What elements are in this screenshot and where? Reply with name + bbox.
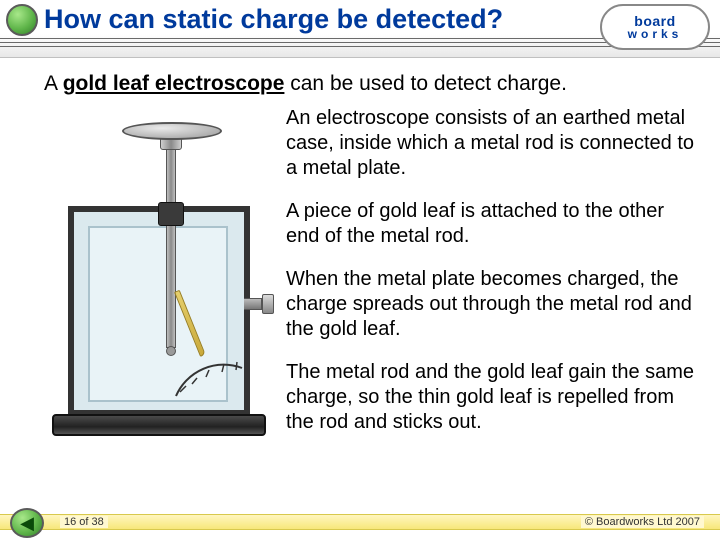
slide-content: A gold leaf electroscope can be used to …: [0, 58, 720, 453]
page-number: 16 of 38: [60, 516, 108, 528]
electroscope-diagram: [44, 106, 274, 436]
electroscope-base: [52, 414, 266, 436]
metal-rod: [166, 148, 176, 348]
paragraph-1: An electroscope consists of an earthed m…: [286, 106, 696, 181]
boardworks-logo: board works: [600, 4, 710, 50]
slide-title: How can static charge be detected?: [44, 4, 503, 35]
intro-keyword: gold leaf electroscope: [63, 72, 285, 95]
body-row: An electroscope consists of an earthed m…: [44, 106, 696, 453]
rod-tip: [166, 346, 176, 356]
rod-insulator: [158, 202, 184, 226]
back-button[interactable]: ◀: [10, 508, 44, 538]
paragraph-2: A piece of gold leaf is attached to the …: [286, 199, 696, 249]
header-orb-icon: [6, 4, 38, 36]
slide-header: How can static charge be detected? board…: [0, 0, 720, 58]
paragraph-4: The metal rod and the gold leaf gain the…: [286, 360, 696, 435]
slide-footer: ◀ 16 of 38 © Boardworks Ltd 2007: [0, 506, 720, 540]
logo-text-bottom: works: [628, 28, 683, 40]
earth-connector-cap: [262, 294, 274, 314]
intro-prefix: A: [44, 72, 63, 95]
copyright-text: © Boardworks Ltd 2007: [581, 516, 704, 528]
earth-connector: [244, 298, 262, 310]
body-paragraphs: An electroscope consists of an earthed m…: [286, 106, 696, 453]
metal-plate: [122, 122, 222, 140]
angle-scale-icon: [172, 340, 246, 400]
intro-suffix: can be used to detect charge.: [284, 72, 567, 95]
paragraph-3: When the metal plate becomes charged, th…: [286, 267, 696, 342]
logo-text-top: board: [634, 14, 675, 28]
intro-sentence: A gold leaf electroscope can be used to …: [44, 72, 696, 96]
arrow-left-icon: ◀: [20, 513, 34, 534]
electroscope-case: [68, 206, 250, 416]
